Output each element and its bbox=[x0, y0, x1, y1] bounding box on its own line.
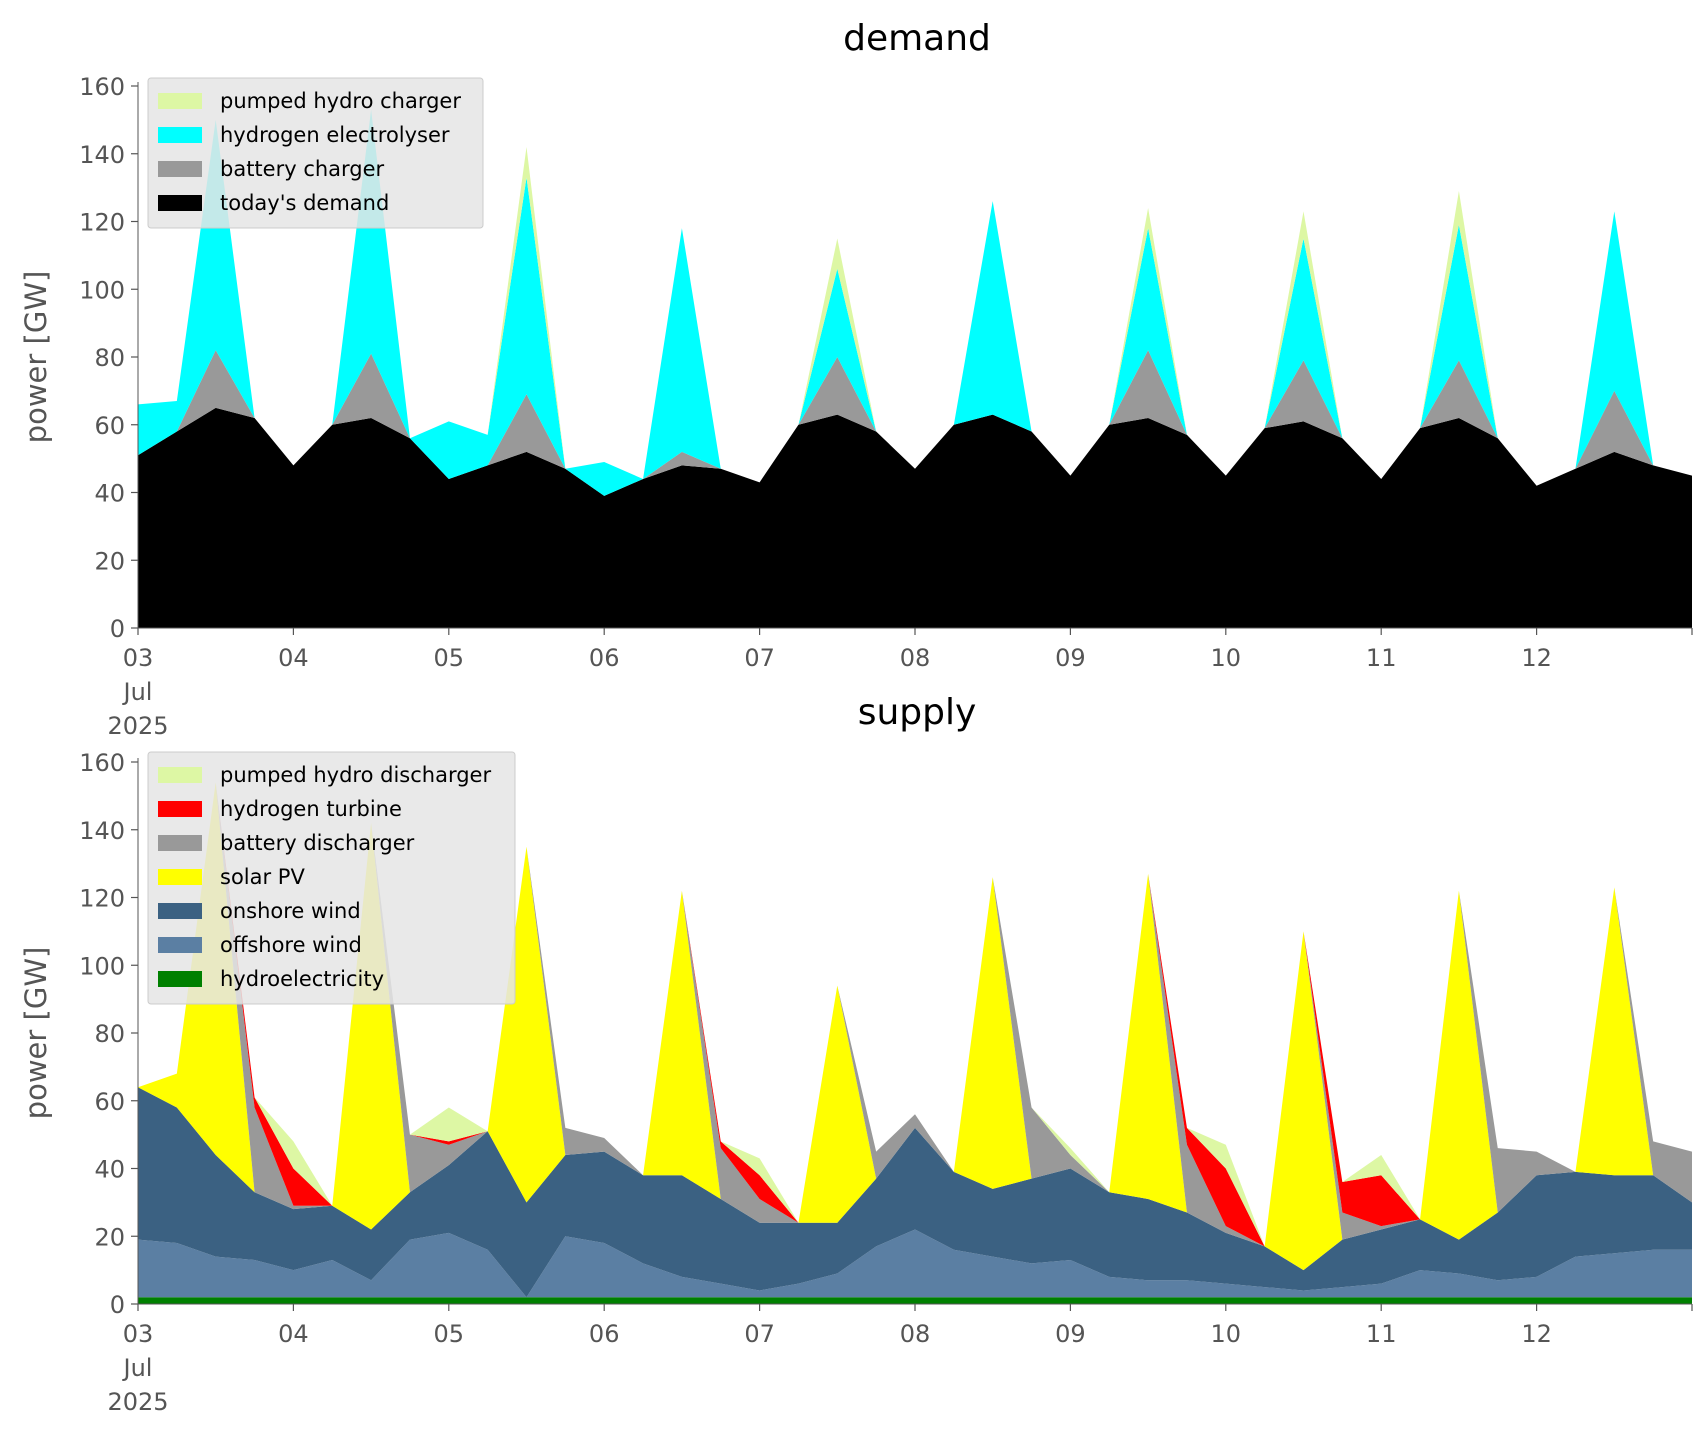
y-axis-label: power [GW] bbox=[19, 271, 53, 444]
x-tick-label: 2025 bbox=[107, 712, 168, 740]
y-tick-label: 40 bbox=[94, 1156, 125, 1184]
y-tick-label: 120 bbox=[79, 885, 125, 913]
area-onshore-wind bbox=[138, 1087, 1692, 1298]
x-tick-label: 03 bbox=[123, 644, 154, 672]
y-tick-label: 60 bbox=[94, 1088, 125, 1116]
legend-label: hydrogen electrolyser bbox=[220, 123, 450, 147]
y-tick-label: 40 bbox=[94, 480, 125, 508]
x-tick-label: 08 bbox=[900, 1320, 931, 1348]
x-tick-label: 05 bbox=[434, 644, 465, 672]
x-tick-label: Jul bbox=[122, 1354, 153, 1382]
y-tick-label: 100 bbox=[79, 952, 125, 980]
x-tick-label: 11 bbox=[1366, 644, 1397, 672]
legend-swatch bbox=[158, 835, 202, 851]
y-tick-label: 20 bbox=[94, 547, 125, 575]
legend-label: battery charger bbox=[220, 157, 385, 181]
x-tick-label: 06 bbox=[589, 644, 620, 672]
chart-panel-supply: 0 20 40 60 80 100 120 140 160 03 Jul 2025 04 05 06 07 08… bbox=[19, 692, 1693, 1416]
legend: pumped hydro discharger hydrogen turbine b… bbox=[147, 751, 516, 1005]
x-tick-label: 09 bbox=[1055, 1320, 1086, 1348]
y-tick-label: 140 bbox=[79, 817, 125, 845]
legend-label: battery discharger bbox=[220, 831, 415, 855]
x-tick-label: Jul bbox=[122, 678, 153, 706]
y-tick-label: 0 bbox=[110, 615, 125, 643]
x-tick-label: 09 bbox=[1055, 644, 1086, 672]
y-tick-label: 100 bbox=[79, 276, 125, 304]
legend-swatch bbox=[158, 869, 202, 885]
area-today-s-demand bbox=[138, 407, 1692, 628]
x-tick-label: 04 bbox=[278, 644, 309, 672]
legend-swatch bbox=[158, 93, 202, 109]
legend: pumped hydro charger hydrogen electrolyse… bbox=[147, 77, 484, 229]
x-tick-label: 08 bbox=[900, 644, 931, 672]
x-tick-label: 03 bbox=[123, 1320, 154, 1348]
area-solar-pv bbox=[138, 782, 1692, 1271]
y-tick-label: 160 bbox=[79, 749, 125, 777]
legend-label: hydroelectricity bbox=[220, 967, 384, 991]
y-tick-label: 60 bbox=[94, 412, 125, 440]
area-battery-charger bbox=[138, 350, 1692, 496]
x-tick-label: 12 bbox=[1521, 1320, 1552, 1348]
legend-swatch bbox=[158, 127, 202, 143]
legend-label: hydrogen turbine bbox=[220, 797, 402, 821]
x-tick-label: 04 bbox=[278, 1320, 309, 1348]
x-tick-label: 07 bbox=[744, 644, 775, 672]
area-hydrogen-electrolyser bbox=[138, 109, 1692, 496]
legend-swatch bbox=[158, 903, 202, 919]
legend-label: offshore wind bbox=[220, 933, 362, 957]
legend-box bbox=[147, 77, 484, 229]
x-tick-label: 12 bbox=[1521, 644, 1552, 672]
y-tick-label: 120 bbox=[79, 209, 125, 237]
y-tick-label: 80 bbox=[94, 344, 125, 372]
legend-swatch bbox=[158, 767, 202, 783]
legend-swatch bbox=[158, 937, 202, 953]
legend-box bbox=[147, 751, 516, 1005]
y-tick-label: 160 bbox=[79, 73, 125, 101]
x-tick-label: 2025 bbox=[107, 1388, 168, 1416]
area-hydroelectricity bbox=[138, 1297, 1692, 1304]
x-tick-label: 07 bbox=[744, 1320, 775, 1348]
x-tick-label: 05 bbox=[434, 1320, 465, 1348]
legend-label: pumped hydro charger bbox=[220, 89, 461, 113]
area-offshore-wind bbox=[138, 1229, 1692, 1298]
chart-title: demand bbox=[843, 18, 991, 59]
legend-label: solar PV bbox=[220, 865, 305, 889]
legend-swatch bbox=[158, 801, 202, 817]
y-axis-label: power [GW] bbox=[19, 947, 53, 1120]
y-tick-label: 20 bbox=[94, 1223, 125, 1251]
x-tick-label: 06 bbox=[589, 1320, 620, 1348]
legend-swatch bbox=[158, 971, 202, 987]
x-tick-label: 10 bbox=[1211, 1320, 1242, 1348]
legend-swatch bbox=[158, 195, 202, 211]
legend-label: today's demand bbox=[220, 191, 389, 215]
x-tick-label: 11 bbox=[1366, 1320, 1397, 1348]
y-tick-label: 140 bbox=[79, 141, 125, 169]
area-hydrogen-turbine bbox=[138, 782, 1692, 1247]
chart-panel-demand: 0 20 40 60 80 100 120 140 160 03 Jul 2025 04 05 06 07 08… bbox=[19, 18, 1693, 740]
legend-label: onshore wind bbox=[220, 899, 361, 923]
x-tick-label: 10 bbox=[1211, 644, 1242, 672]
y-tick-label: 0 bbox=[110, 1291, 125, 1319]
legend-label: pumped hydro discharger bbox=[220, 763, 491, 787]
chart-title: supply bbox=[858, 692, 977, 733]
legend-swatch bbox=[158, 161, 202, 177]
y-tick-label: 80 bbox=[94, 1020, 125, 1048]
